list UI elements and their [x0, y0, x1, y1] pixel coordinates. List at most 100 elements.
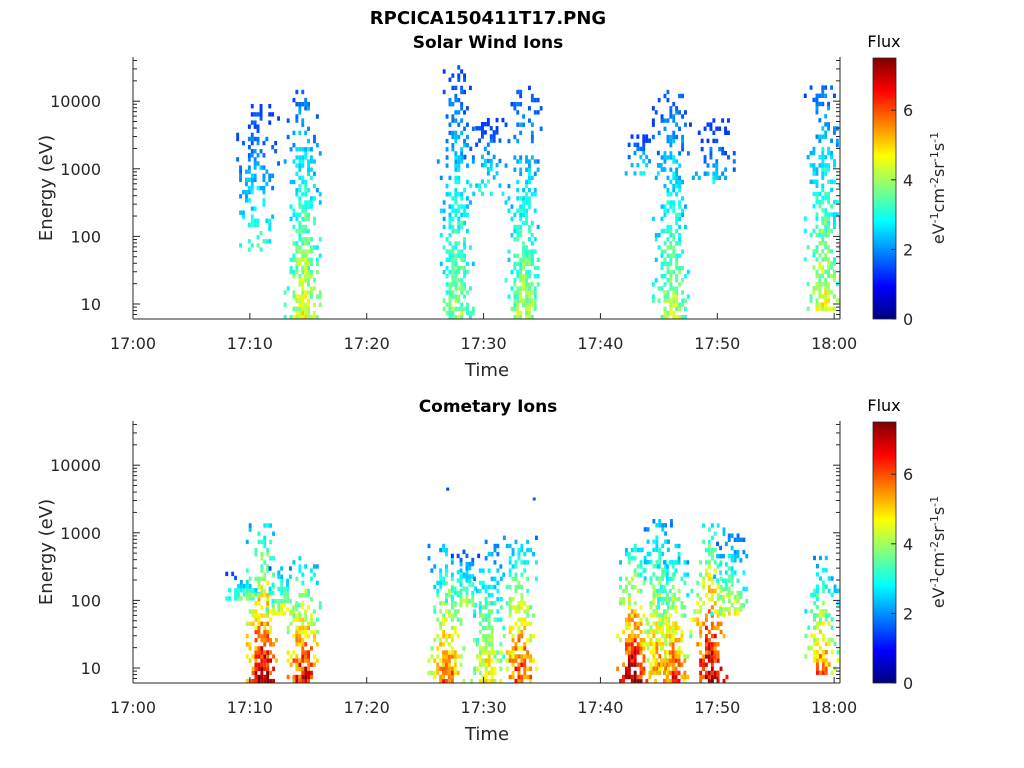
heatmap-cell: [699, 678, 703, 683]
heatmap-cell: [675, 228, 679, 234]
heatmap-cell: [713, 650, 717, 655]
heatmap-cell: [739, 607, 743, 612]
heatmap-cell: [530, 175, 534, 181]
heatmap-cell: [678, 241, 681, 246]
heatmap-cell: [663, 241, 667, 246]
heatmap-cell: [526, 539, 530, 545]
heatmap-cell: [516, 253, 520, 258]
heatmap-cell: [478, 580, 482, 586]
heatmap-cell: [636, 646, 640, 651]
heatmap-cell: [457, 122, 461, 127]
heatmap-cell: [812, 249, 816, 254]
y-tick-label: 10: [81, 659, 101, 678]
heatmap-cell: [666, 138, 670, 144]
heatmap-cell: [636, 564, 640, 569]
heatmap-cell: [301, 592, 305, 598]
heatmap-cell: [286, 286, 290, 291]
heatmap-cell: [451, 228, 455, 234]
heatmap-cell: [536, 97, 540, 103]
heatmap-cell: [250, 214, 254, 219]
heatmap-cell: [511, 576, 515, 581]
heatmap-cell: [838, 183, 840, 188]
heatmap-cell: [652, 654, 656, 659]
heatmap-cell: [442, 642, 445, 647]
heatmap-cell: [526, 613, 530, 618]
heatmap-cell: [307, 126, 310, 131]
heatmap-cell: [666, 89, 670, 95]
heatmap-cell: [668, 560, 672, 565]
heatmap-cell: [304, 253, 308, 258]
heatmap-cell: [265, 239, 269, 244]
heatmap-cell: [484, 638, 488, 643]
heatmap-cell: [445, 572, 448, 577]
heatmap-cell: [451, 134, 455, 140]
heatmap-cell: [523, 658, 527, 663]
heatmap-cell: [263, 621, 267, 626]
heatmap-cell: [827, 261, 830, 266]
heatmap-cell: [454, 167, 458, 172]
heatmap-cell: [313, 220, 316, 226]
heatmap-cell: [528, 314, 531, 319]
heatmap-cell: [277, 607, 281, 612]
heatmap-cell: [247, 145, 251, 150]
heatmap-cell: [815, 257, 819, 262]
heatmap-cell: [671, 597, 675, 602]
heatmap-cell: [830, 670, 834, 675]
heatmap-cell: [318, 294, 322, 299]
heatmap-cell: [526, 547, 530, 553]
heatmap-cell: [451, 257, 455, 262]
heatmap-cell: [532, 613, 535, 618]
heatmap-cell: [483, 122, 487, 127]
heatmap-cell: [669, 245, 673, 250]
heatmap-cell: [286, 118, 290, 123]
heatmap-cell: [250, 243, 254, 248]
heatmap-cell: [684, 306, 687, 312]
heatmap-cell: [481, 625, 485, 631]
heatmap-cell: [724, 562, 728, 567]
heatmap-cell: [289, 265, 293, 271]
heatmap-cell: [655, 609, 659, 614]
heatmap-cell: [824, 257, 828, 262]
heatmap-cell: [821, 670, 825, 675]
heatmap-cell: [301, 269, 305, 275]
heatmap-cell: [833, 257, 836, 262]
heatmap-cell: [819, 613, 822, 618]
heatmap-cell: [433, 670, 437, 676]
heatmap-cell: [430, 654, 434, 659]
heatmap-cell: [678, 188, 681, 193]
heatmap-cell: [292, 253, 296, 258]
heatmap-cell: [508, 556, 512, 561]
heatmap-cell: [827, 641, 831, 647]
heatmap-cell: [530, 253, 534, 258]
heatmap-cell: [304, 147, 308, 152]
heatmap-cell: [301, 286, 305, 291]
heatmap-cell: [260, 633, 264, 639]
heatmap-cell: [295, 114, 299, 119]
heatmap-cell: [456, 617, 460, 622]
heatmap-cell: [301, 646, 305, 651]
heatmap-cell: [702, 662, 705, 667]
heatmap-cell: [675, 167, 679, 172]
heatmap-cell: [736, 607, 740, 612]
heatmap-cell: [727, 590, 731, 596]
heatmap-cell: [239, 173, 242, 178]
heatmap-cell: [490, 666, 494, 671]
heatmap-cell: [528, 286, 531, 291]
heatmap-cell: [523, 642, 527, 647]
heatmap-cell: [669, 114, 673, 119]
heatmap-cell: [313, 138, 316, 144]
heatmap-cell: [259, 108, 263, 113]
heatmap-cell: [670, 519, 673, 524]
heatmap-cell: [710, 670, 714, 676]
heatmap-cell: [672, 188, 676, 193]
heatmap-cell: [275, 658, 278, 663]
heatmap-cell: [643, 568, 647, 573]
heatmap-cell: [507, 249, 511, 254]
heatmap-cell: [710, 580, 714, 586]
heatmap-cell: [818, 253, 822, 258]
heatmap-cell: [745, 599, 749, 604]
heatmap-cell: [812, 171, 816, 176]
heatmap-cell: [448, 175, 452, 181]
heatmap-cell: [818, 228, 822, 234]
heatmap-cell: [268, 226, 272, 232]
